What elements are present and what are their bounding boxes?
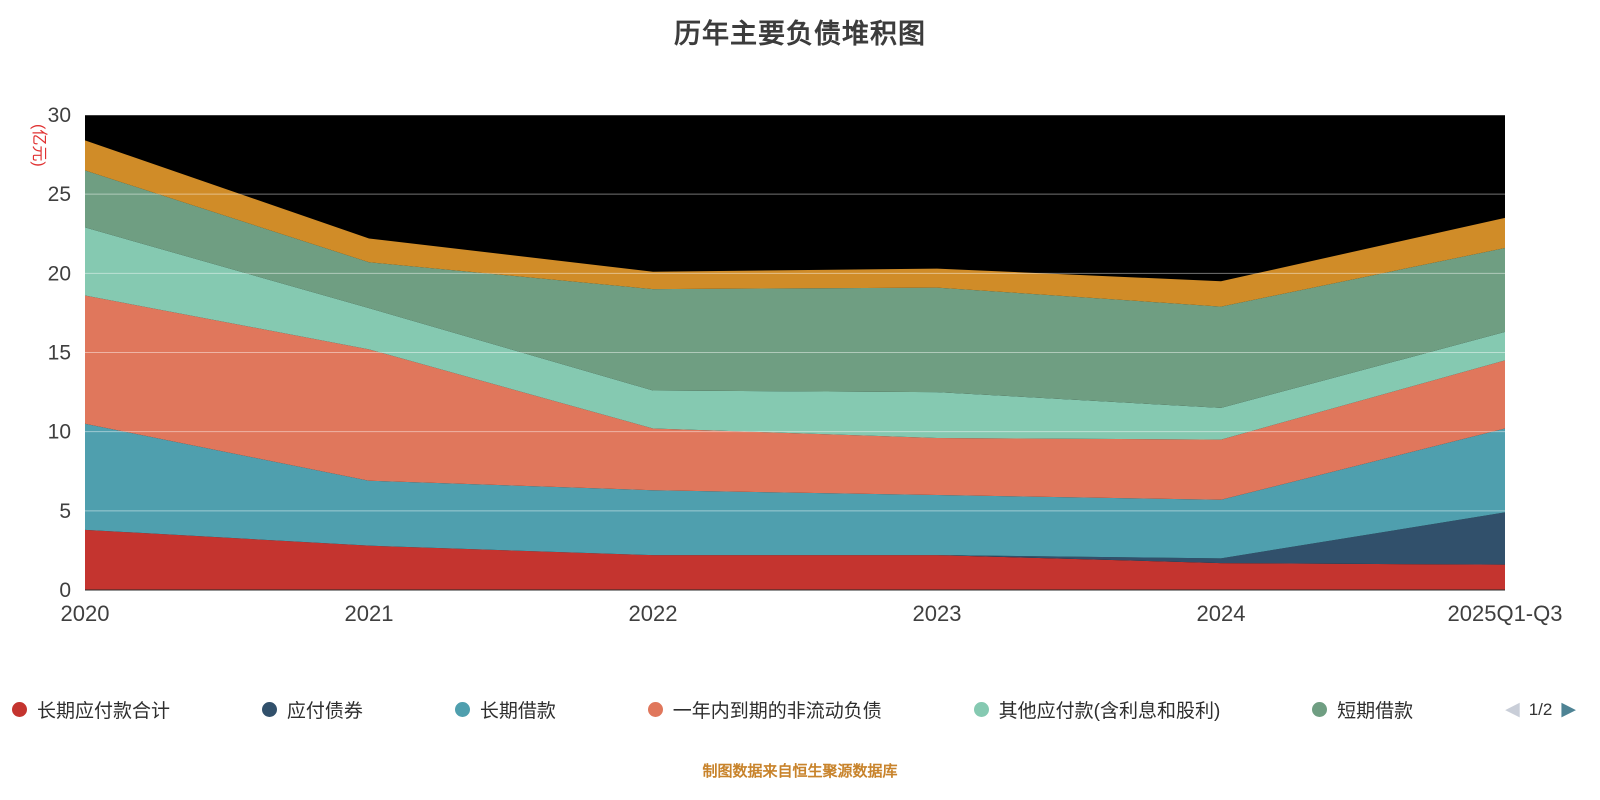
y-tick-label: 20 <box>48 262 71 285</box>
legend-item-label: 长期借款 <box>479 701 556 722</box>
legend-next-icon[interactable]: ▶ <box>1561 699 1576 720</box>
legend-page-indicator: 1/2 <box>1528 699 1553 719</box>
legend-item-label: 长期应付款合计 <box>37 701 171 722</box>
data-source-note: 制图数据来自恒生聚源数据库 <box>702 763 898 780</box>
legend-item-6[interactable]: 短期借款 <box>1312 696 1413 723</box>
x-tick-label: 2024 <box>1197 601 1246 626</box>
x-tick-label: 2023 <box>913 601 962 626</box>
legend-item-3[interactable]: 长期借款 <box>454 696 556 723</box>
y-tick-label: 0 <box>59 579 71 602</box>
legend-dot-icon <box>261 702 277 717</box>
legend-item-label: 短期借款 <box>1337 701 1414 722</box>
legend: 长期应付款合计 应付债券 长期借款 一年内到期的非流动负债 其他应付款(含利息和股利) 短… <box>0 696 1600 723</box>
legend-pagination: ◀ 1/2 ▶ <box>1505 698 1576 721</box>
y-tick-label: 10 <box>48 421 71 444</box>
chart-title: 历年主要负债堆积图 <box>674 19 926 49</box>
legend-item-label: 应付债券 <box>286 701 363 722</box>
area-series-7 <box>85 140 1505 307</box>
legend-item-2[interactable]: 应付债券 <box>261 696 363 723</box>
legend-item-5[interactable]: 其他应付款(含利息和股利) <box>973 696 1221 723</box>
area-series-2 <box>85 512 1505 565</box>
x-tick-label: 2022 <box>629 601 678 626</box>
legend-item-label: 其他应付款(含利息和股利) <box>998 701 1221 722</box>
legend-dot-icon <box>454 702 470 717</box>
legend-item-4[interactable]: 一年内到期的非流动负债 <box>647 696 882 723</box>
y-tick-label: 30 <box>48 104 71 127</box>
y-tick-label: 25 <box>48 183 71 206</box>
legend-item-1[interactable]: 长期应付款合计 <box>12 696 170 723</box>
x-tick-label: 2021 <box>345 601 394 626</box>
legend-dot-icon <box>12 702 27 717</box>
x-tick-label: 2025Q1-Q3 <box>1448 601 1563 626</box>
area-series-6 <box>85 170 1505 408</box>
stacked-area-chart: 0 5 10 15 20 25 30 2020 2021 2022 2023 2024 2025Q1-Q… <box>30 104 1563 626</box>
y-axis-unit-label: (亿元) <box>30 124 48 167</box>
area-series-1 <box>85 529 1505 590</box>
legend-dot-icon <box>1312 702 1328 717</box>
area-series-3 <box>85 423 1505 559</box>
y-tick-label: 15 <box>48 342 71 365</box>
area-series-4 <box>85 295 1505 500</box>
legend-dot-icon <box>647 702 663 717</box>
y-tick-label: 5 <box>59 500 71 523</box>
x-tick-label: 2020 <box>61 601 110 626</box>
legend-dot-icon <box>973 702 989 717</box>
legend-prev-icon[interactable]: ◀ <box>1505 699 1520 720</box>
area-series-5 <box>85 227 1505 440</box>
legend-item-label: 一年内到期的非流动负债 <box>672 701 882 722</box>
